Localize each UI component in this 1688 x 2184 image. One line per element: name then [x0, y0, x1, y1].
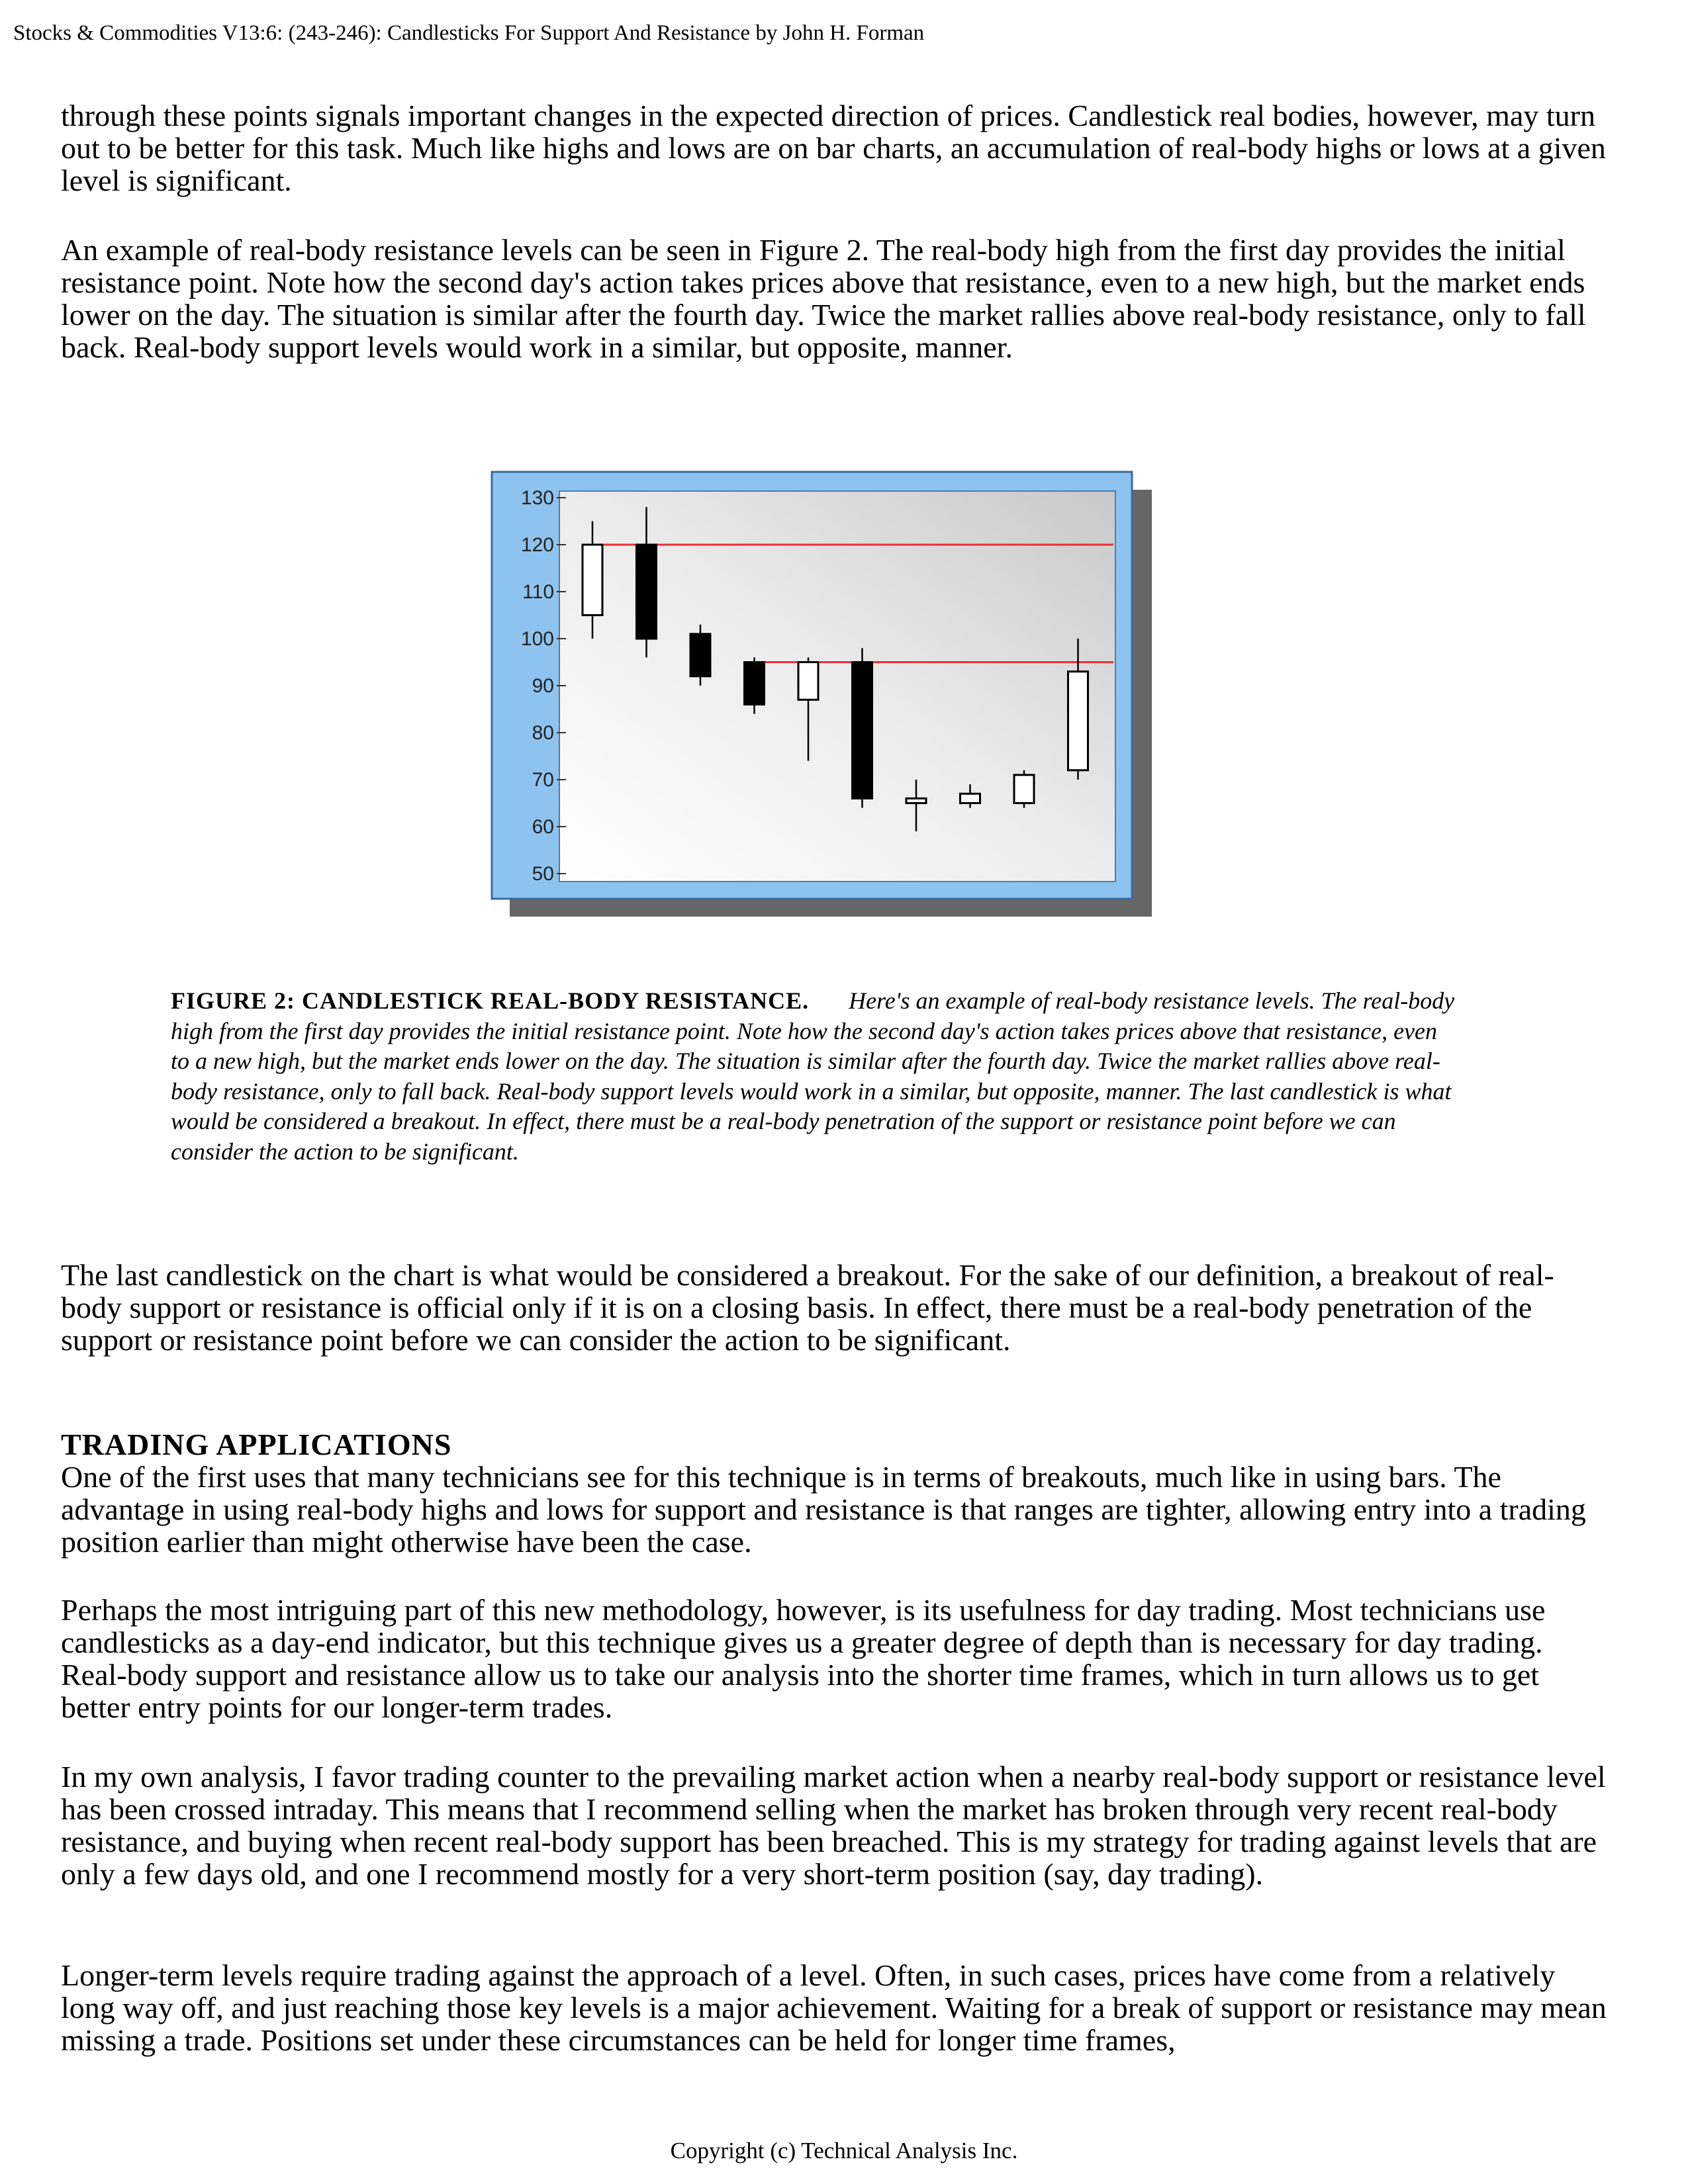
candlestick [851, 648, 873, 808]
candlestick [797, 657, 820, 761]
running-header: Stocks & Commodities V13:6: (243-246): C… [13, 21, 925, 45]
paragraph-resistance-example: An example of real-body resistance level… [61, 233, 1586, 364]
candle-body [959, 792, 981, 804]
candlestick [959, 784, 981, 808]
y-tick-label: 110 [522, 581, 554, 603]
candlestick [1013, 770, 1035, 808]
figure-2-chart: 130 120 110 100 90 80 70 60 50 [490, 470, 1158, 920]
candle-body [1013, 774, 1035, 804]
candlestick [905, 780, 927, 832]
paragraph-breakout: The last candlestick on the chart is wha… [61, 1258, 1554, 1357]
paragraph-longer-term: Longer-term levels require trading again… [61, 1958, 1607, 2057]
candlestick [1067, 639, 1089, 780]
candle-body [743, 661, 765, 705]
candle-body [851, 661, 873, 799]
candlestick [743, 657, 765, 714]
paragraph-trading-breakouts: One of the first uses that many technici… [61, 1460, 1586, 1559]
y-tick-label: 70 [532, 769, 554, 791]
candlestick [635, 507, 657, 658]
y-tick-label: 130 [521, 487, 554, 509]
y-tick-label: 90 [532, 675, 554, 697]
candlestick-chart: 130 120 110 100 90 80 70 60 50 [491, 471, 1152, 917]
y-tick-label: 80 [532, 722, 554, 744]
candle-body [905, 797, 927, 804]
y-tick-label: 50 [532, 863, 554, 885]
figure-caption-title: FIGURE 2: CANDLESTICK REAL-BODY RESISTAN… [171, 987, 810, 1014]
candlestick [689, 624, 712, 686]
section-heading: TRADING APPLICATIONS [61, 1428, 452, 1461]
figure-caption-text: Here's an example of real-body resistanc… [171, 987, 1455, 1165]
y-tick-label: 120 [521, 534, 554, 556]
candlestick [581, 521, 604, 639]
candle-body [689, 633, 712, 678]
figure-caption: FIGURE 2: CANDLESTICK REAL-BODY RESISTAN… [171, 986, 1462, 1167]
paragraph-day-trading: Perhaps the most intriguing part of this… [61, 1593, 1546, 1724]
paragraph-own-analysis: In my own analysis, I favor trading coun… [61, 1760, 1606, 1891]
copyright-footer: Copyright (c) Technical Analysis Inc. [670, 2138, 1018, 2163]
candle-body [1067, 670, 1089, 772]
paragraph-continued: through these points signals important c… [61, 99, 1606, 197]
plot-area [559, 490, 1116, 882]
candle-body [581, 543, 604, 616]
y-tick-label: 100 [521, 628, 554, 650]
y-tick-label: 60 [532, 816, 554, 838]
candle-body [635, 543, 657, 640]
candle-body [797, 661, 820, 701]
